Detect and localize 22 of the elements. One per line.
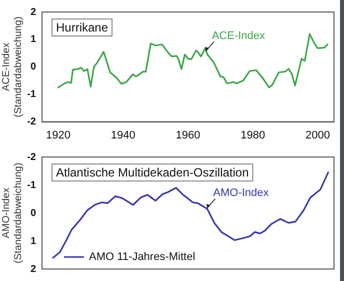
x-tick-label: 1940 xyxy=(110,129,136,142)
y-tick-label: 2 xyxy=(30,264,36,275)
x-tick-label: 1960 xyxy=(176,129,200,142)
x-tick-label: 1980 xyxy=(240,129,266,142)
y-axis-title: AMO-Index (Standardabweichung) xyxy=(0,162,24,264)
text: Hurrikane xyxy=(56,20,108,34)
y-tick-label: 0 xyxy=(30,208,36,219)
y-tick-label: 2 xyxy=(30,6,36,18)
y-tick-label: 0 xyxy=(30,62,36,73)
y-tick-label: 1 xyxy=(30,34,36,46)
y-tick-label: -2 xyxy=(27,152,36,163)
y-tick-label: -1 xyxy=(27,89,36,100)
text: Atlantische Multidekaden-Oszillation xyxy=(56,165,249,180)
y-tick-label: -1 xyxy=(27,180,36,191)
x-tick-label: 2000 xyxy=(306,129,330,142)
y-tick-label: -2 xyxy=(27,116,36,128)
x-tick-label: 1920 xyxy=(46,129,70,142)
legend-label: AMO 11-Jahres-Mittel xyxy=(89,251,196,264)
y-tick-label: 1 xyxy=(30,236,36,247)
annotation: ACE-Index xyxy=(212,30,266,42)
annotation: AMO-Index xyxy=(213,186,270,199)
y-axis-title: ACE-Index (Standardabweichung) xyxy=(0,16,24,118)
